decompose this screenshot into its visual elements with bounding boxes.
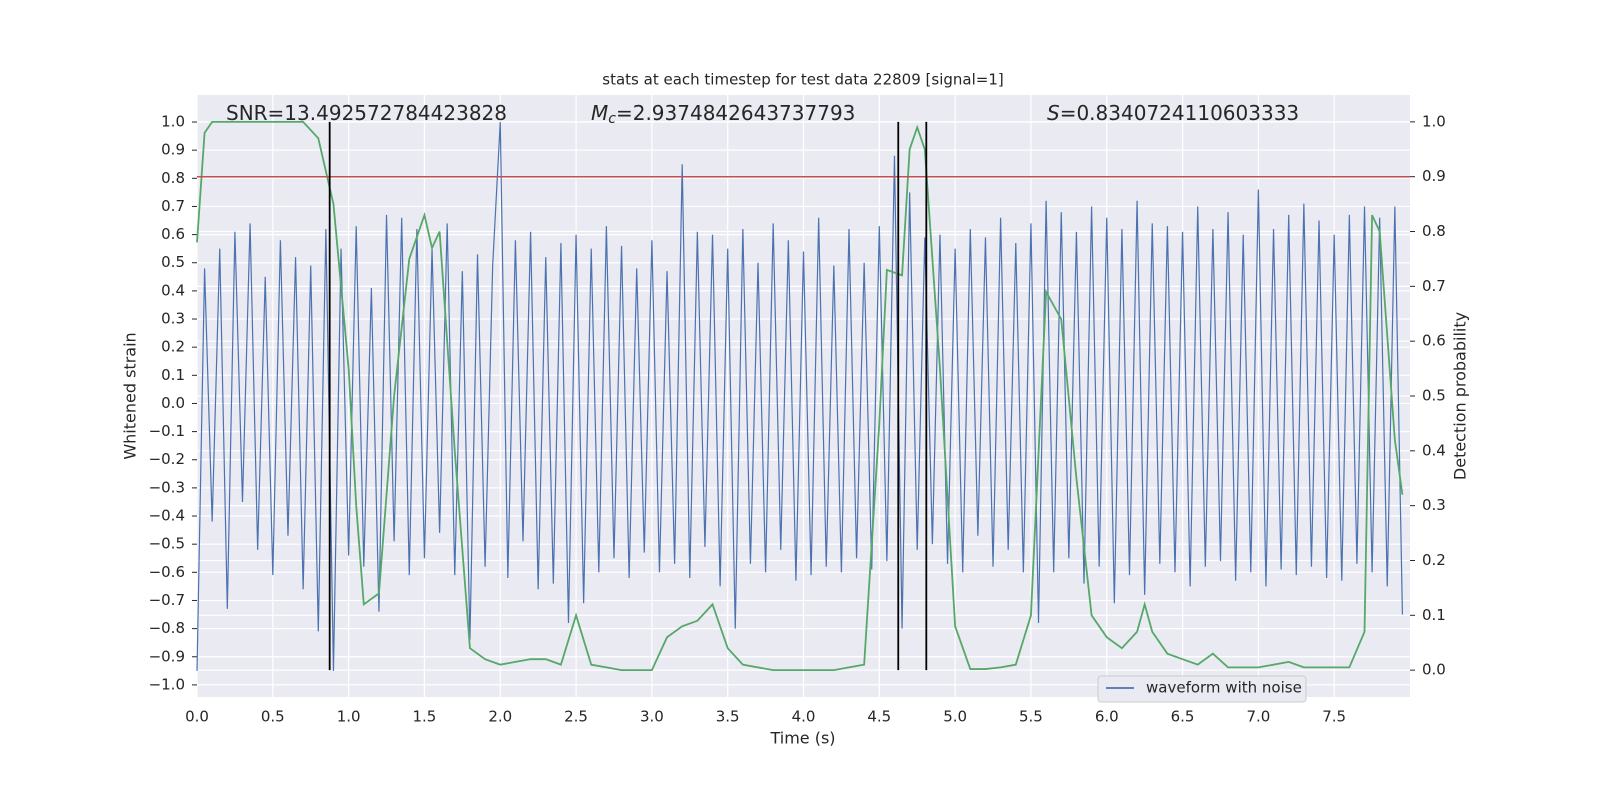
y2-tick-label: 0.9 (1422, 167, 1446, 185)
x-tick-label: 1.5 (413, 708, 437, 726)
series-line (196, 120, 1404, 672)
y-tick-label: 1.0 (161, 113, 185, 131)
x-tick-label: 5.0 (943, 708, 967, 726)
chart-title: stats at each timestep for test data 228… (602, 71, 1003, 89)
y-tick-label: 0.4 (161, 281, 185, 299)
y2-tick-label: 0.3 (1422, 496, 1446, 514)
y-tick-label: −0.4 (149, 507, 185, 525)
y2-tick-label: 0.6 (1422, 332, 1446, 350)
y-tick-label: −0.9 (149, 647, 185, 665)
annotation: SNR=13.492572784423828 (226, 101, 507, 125)
x-tick-label: 4.0 (792, 708, 816, 726)
x-tick-label: 6.0 (1095, 708, 1119, 726)
annotation: S=0.8340724110603333 (1047, 101, 1299, 125)
y-tick-label: 0.8 (161, 169, 185, 187)
y2-tick-label: 0.7 (1422, 277, 1446, 295)
annotation-text: SNR=13.492572784423828 (226, 101, 507, 125)
y-tick-label: 0.2 (161, 338, 185, 356)
y-tick-label: 0.7 (161, 197, 185, 215)
x-tick-label: 3.5 (716, 708, 740, 726)
y-tick-label: 0.0 (161, 394, 185, 412)
y-tick-label: 0.9 (161, 141, 185, 159)
x-tick-label: 4.5 (867, 708, 891, 726)
x-tick-label: 6.5 (1171, 708, 1195, 726)
annotation-text: =2.9374842643737793 (616, 101, 855, 125)
y-tick-label: −0.8 (149, 619, 185, 637)
y-tick-label: −0.3 (149, 478, 185, 496)
y-tick-label: −1.0 (149, 675, 185, 693)
y-tick-label: −0.7 (149, 591, 185, 609)
y2-tick-label: 0.4 (1422, 441, 1446, 459)
y2-tick-label: 0.5 (1422, 387, 1446, 405)
x-tick-label: 1.0 (337, 708, 361, 726)
y2-tick-label: 0.8 (1422, 222, 1446, 240)
annotation-subscript: c (608, 111, 616, 127)
legend: waveform with noise (1097, 675, 1307, 703)
x-tick-label: 0.5 (261, 708, 285, 726)
y2-tick-label: 0.1 (1422, 606, 1446, 624)
y-tick-label: −0.5 (149, 535, 185, 553)
x-tick-label: 2.5 (564, 708, 588, 726)
legend-label: waveform with noise (1146, 679, 1302, 697)
x-tick-label: 2.0 (488, 708, 512, 726)
y-tick-label: −0.1 (149, 422, 185, 440)
annotation-text: =0.8340724110603333 (1060, 101, 1299, 125)
x-tick-label: 5.5 (1019, 708, 1043, 726)
x-axis-label: Time (s) (769, 729, 835, 748)
y-axis-label: Whitened strain (121, 332, 140, 459)
y2-tick-label: 1.0 (1422, 112, 1446, 130)
legend-box (1097, 675, 1307, 703)
y2-tick-label: 0.2 (1422, 551, 1446, 569)
x-tick-label: 7.0 (1246, 708, 1270, 726)
y2-tick-label: 0.0 (1422, 661, 1446, 679)
y-tick-label: −0.2 (149, 450, 185, 468)
annotation-symbol: M (591, 101, 608, 125)
y-tick-label: 0.6 (161, 225, 185, 243)
annotation: Mc=2.9374842643737793 (591, 101, 855, 128)
x-tick-label: 0.0 (185, 708, 209, 726)
y-tick-label: 0.5 (161, 253, 185, 271)
x-tick-label: 3.0 (640, 708, 664, 726)
x-tick-label: 7.5 (1322, 708, 1346, 726)
series-line (196, 121, 1404, 671)
y-tick-label: 0.1 (161, 366, 185, 384)
y-tick-label: 0.3 (161, 310, 185, 328)
y-tick-label: −0.6 (149, 563, 185, 581)
y2-axis-label: Detection probability (1451, 312, 1470, 480)
annotation-symbol: S (1047, 101, 1060, 125)
